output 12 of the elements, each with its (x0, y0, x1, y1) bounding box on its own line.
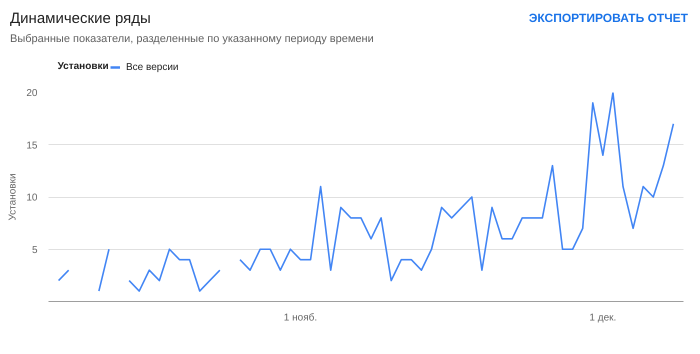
y-tick-label: 5 (32, 244, 38, 256)
y-axis-title: Установки (58, 61, 109, 72)
y-tick-label: 15 (26, 140, 38, 152)
x-tick-label: 1 дек. (589, 312, 616, 324)
text: ЭКСПОРТИРОВАТЬ ОТЧЕТ (528, 10, 688, 27)
legend-label: Все версии (126, 61, 179, 73)
legend-title: Установки (7, 173, 18, 221)
y-tick-label: 10 (26, 192, 38, 204)
chart-subtitle: Выбранные показатели, разделенные по указанному периоду времени (10, 32, 374, 47)
y-tick-label: 20 (26, 88, 38, 99)
x-tick-label: 1 нояб. (284, 312, 318, 324)
chart-title: Динамические ряды (10, 9, 151, 29)
